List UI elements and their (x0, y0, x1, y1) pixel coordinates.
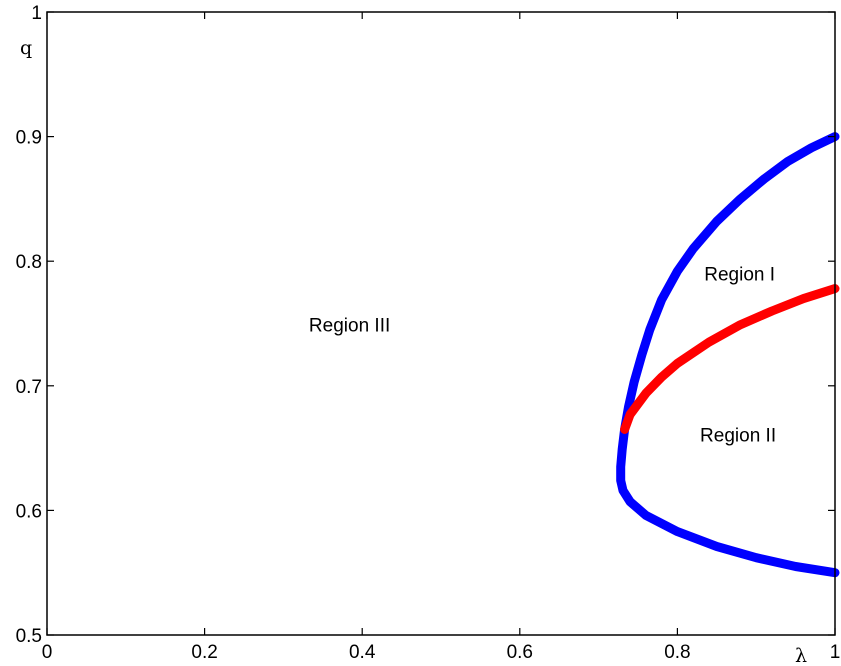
y-axis-label: q (20, 37, 32, 59)
x-tick-label: 0 (42, 642, 53, 663)
series-line-1 (616, 132, 840, 578)
y-tick-label: 0.8 (16, 252, 42, 273)
y-tick-label: 0.6 (16, 501, 42, 522)
x-tick-label: 1 (830, 642, 841, 663)
x-tick-label: 0.2 (191, 642, 217, 663)
region-label: Region I (704, 265, 775, 286)
y-tick-label: 0.7 (16, 377, 42, 398)
tick-layer: 0 0.2 0.4 0.6 0.8 1 0.5 0.6 0.7 0.8 0.9 1 (16, 3, 841, 663)
region-label: Region III (309, 316, 390, 337)
x-tick-label: 0.8 (664, 642, 690, 663)
x-axis-label: λ (795, 645, 807, 666)
plot-frame (46, 11, 836, 636)
y-tick-label: 0.5 (16, 626, 42, 647)
y-tick-label: 1 (31, 3, 42, 24)
annotation-layer: Region I Region II Region III (309, 265, 776, 447)
x-tick-label: 0.4 (349, 642, 376, 663)
x-tick-label: 0.6 (507, 642, 533, 663)
y-tick-label: 0.9 (16, 128, 42, 149)
series-line-2 (620, 284, 840, 434)
region-label: Region II (700, 425, 776, 446)
series-layer (616, 132, 840, 578)
